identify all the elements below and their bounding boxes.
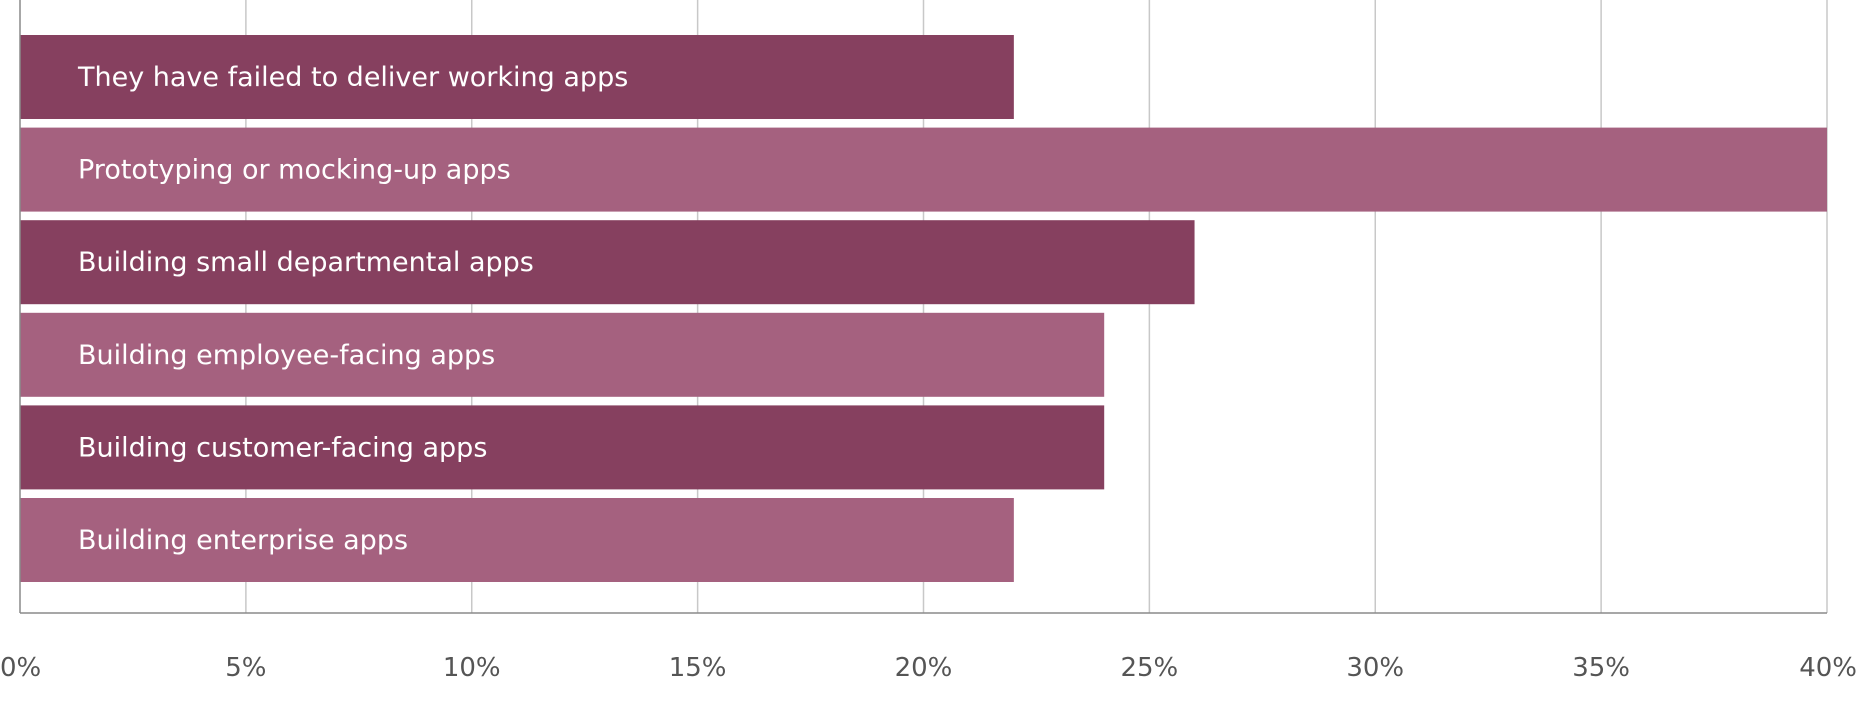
bar bbox=[20, 127, 1827, 212]
x-tick-label: 30% bbox=[1346, 653, 1404, 683]
bar-label: Building customer-facing apps bbox=[78, 432, 487, 463]
bar-label: They have failed to deliver working apps bbox=[77, 62, 628, 93]
x-tick-label: 25% bbox=[1120, 653, 1178, 683]
bar-label: Building small departmental apps bbox=[78, 247, 534, 278]
x-tick-label: 5% bbox=[225, 653, 266, 683]
x-tick-label: 20% bbox=[895, 653, 953, 683]
bar-labels: They have failed to deliver working apps… bbox=[77, 62, 628, 556]
bar-label: Prototyping or mocking-up apps bbox=[78, 155, 511, 186]
x-tick-label: 40% bbox=[1799, 653, 1857, 683]
bar bbox=[20, 220, 1195, 305]
bar bbox=[20, 35, 1014, 119]
bars bbox=[20, 35, 1827, 582]
bar bbox=[20, 405, 1105, 490]
bar bbox=[20, 498, 1014, 582]
bar bbox=[20, 312, 1105, 397]
x-tick-label: 35% bbox=[1572, 653, 1630, 683]
x-tick-label: 0% bbox=[0, 653, 41, 683]
x-tick-label: 10% bbox=[443, 653, 501, 683]
x-tick-labels: 0% 5% 10% 15% 20% 25% 30% 35% 40% bbox=[0, 653, 1857, 683]
axes bbox=[19, 0, 1827, 614]
bar-label: Building enterprise apps bbox=[78, 525, 408, 556]
x-tick-label: 15% bbox=[669, 653, 727, 683]
bar-label: Building employee-facing apps bbox=[78, 340, 495, 371]
